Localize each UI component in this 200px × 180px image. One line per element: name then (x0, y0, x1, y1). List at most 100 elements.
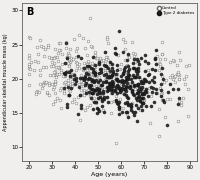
Point (95, 56, 99, 59)
Point (68, 70, 72, 73)
Point (43, 80, 46, 83)
Point (65, 56, 68, 59)
Point (59, 71, 62, 73)
Point (69, 87, 72, 90)
Point (74, 56, 78, 59)
Point (132, 61, 135, 64)
Point (161, 98, 164, 101)
Point (53, 99, 56, 102)
Point (104, 69, 107, 72)
Point (125, 58, 129, 61)
Point (91, 80, 94, 83)
Point (172, 88, 175, 91)
Point (41, 45, 44, 48)
Point (87, 76, 90, 78)
Point (129, 85, 132, 87)
Point (118, 89, 121, 92)
Point (161, 52, 164, 55)
Point (135, 98, 138, 101)
Point (91, 90, 95, 93)
Point (117, 113, 120, 116)
Point (92, 108, 95, 111)
Point (139, 87, 142, 90)
Point (148, 80, 151, 83)
Point (127, 115, 130, 118)
Point (124, 48, 127, 50)
Point (137, 62, 141, 65)
Point (150, 105, 153, 107)
Point (177, 51, 181, 53)
Point (65, 56, 69, 59)
Point (125, 77, 128, 80)
Point (104, 51, 107, 53)
Point (82, 67, 85, 70)
Point (116, 72, 119, 75)
Point (75, 61, 78, 64)
Point (115, 141, 118, 144)
Point (72, 74, 75, 77)
Point (177, 97, 181, 100)
Point (28, 53, 31, 56)
Point (130, 77, 133, 80)
Point (65, 70, 68, 73)
Point (121, 111, 124, 114)
Point (90, 88, 93, 91)
Point (82, 37, 85, 40)
Point (112, 73, 115, 75)
Point (71, 101, 74, 103)
Point (93, 80, 96, 83)
Point (126, 81, 129, 84)
Point (59, 107, 63, 110)
Point (47, 82, 50, 85)
Point (100, 100, 103, 103)
Point (113, 52, 116, 55)
Point (110, 82, 113, 85)
Point (98, 84, 101, 87)
Point (112, 85, 115, 88)
Point (50, 60, 53, 63)
Point (140, 57, 143, 60)
Point (107, 87, 110, 90)
Point (126, 96, 129, 99)
Point (136, 92, 139, 94)
Point (73, 38, 76, 41)
Point (172, 75, 175, 78)
Point (109, 75, 113, 78)
Point (154, 63, 157, 66)
Point (134, 53, 137, 56)
Point (51, 65, 54, 68)
Point (187, 114, 190, 117)
Point (93, 89, 97, 92)
Point (59, 88, 62, 91)
Point (176, 88, 179, 91)
Point (94, 51, 97, 54)
Point (115, 78, 118, 81)
Point (125, 81, 128, 84)
Point (130, 105, 133, 108)
Point (114, 52, 117, 55)
Point (107, 76, 111, 78)
Point (41, 83, 44, 86)
Point (82, 80, 85, 83)
Point (102, 81, 105, 84)
Point (99, 68, 102, 71)
Point (111, 85, 114, 88)
Point (74, 82, 77, 85)
Point (91, 65, 94, 68)
Point (104, 55, 107, 58)
Point (64, 62, 67, 65)
Point (121, 87, 124, 90)
Point (133, 60, 136, 63)
Point (78, 62, 81, 65)
Point (114, 89, 117, 92)
Point (70, 57, 73, 59)
Point (141, 93, 144, 96)
Point (39, 68, 42, 71)
Point (78, 85, 81, 88)
Point (69, 73, 72, 76)
Point (52, 74, 55, 76)
Point (130, 108, 133, 111)
Point (123, 68, 126, 71)
Point (156, 55, 159, 57)
Point (62, 89, 65, 92)
